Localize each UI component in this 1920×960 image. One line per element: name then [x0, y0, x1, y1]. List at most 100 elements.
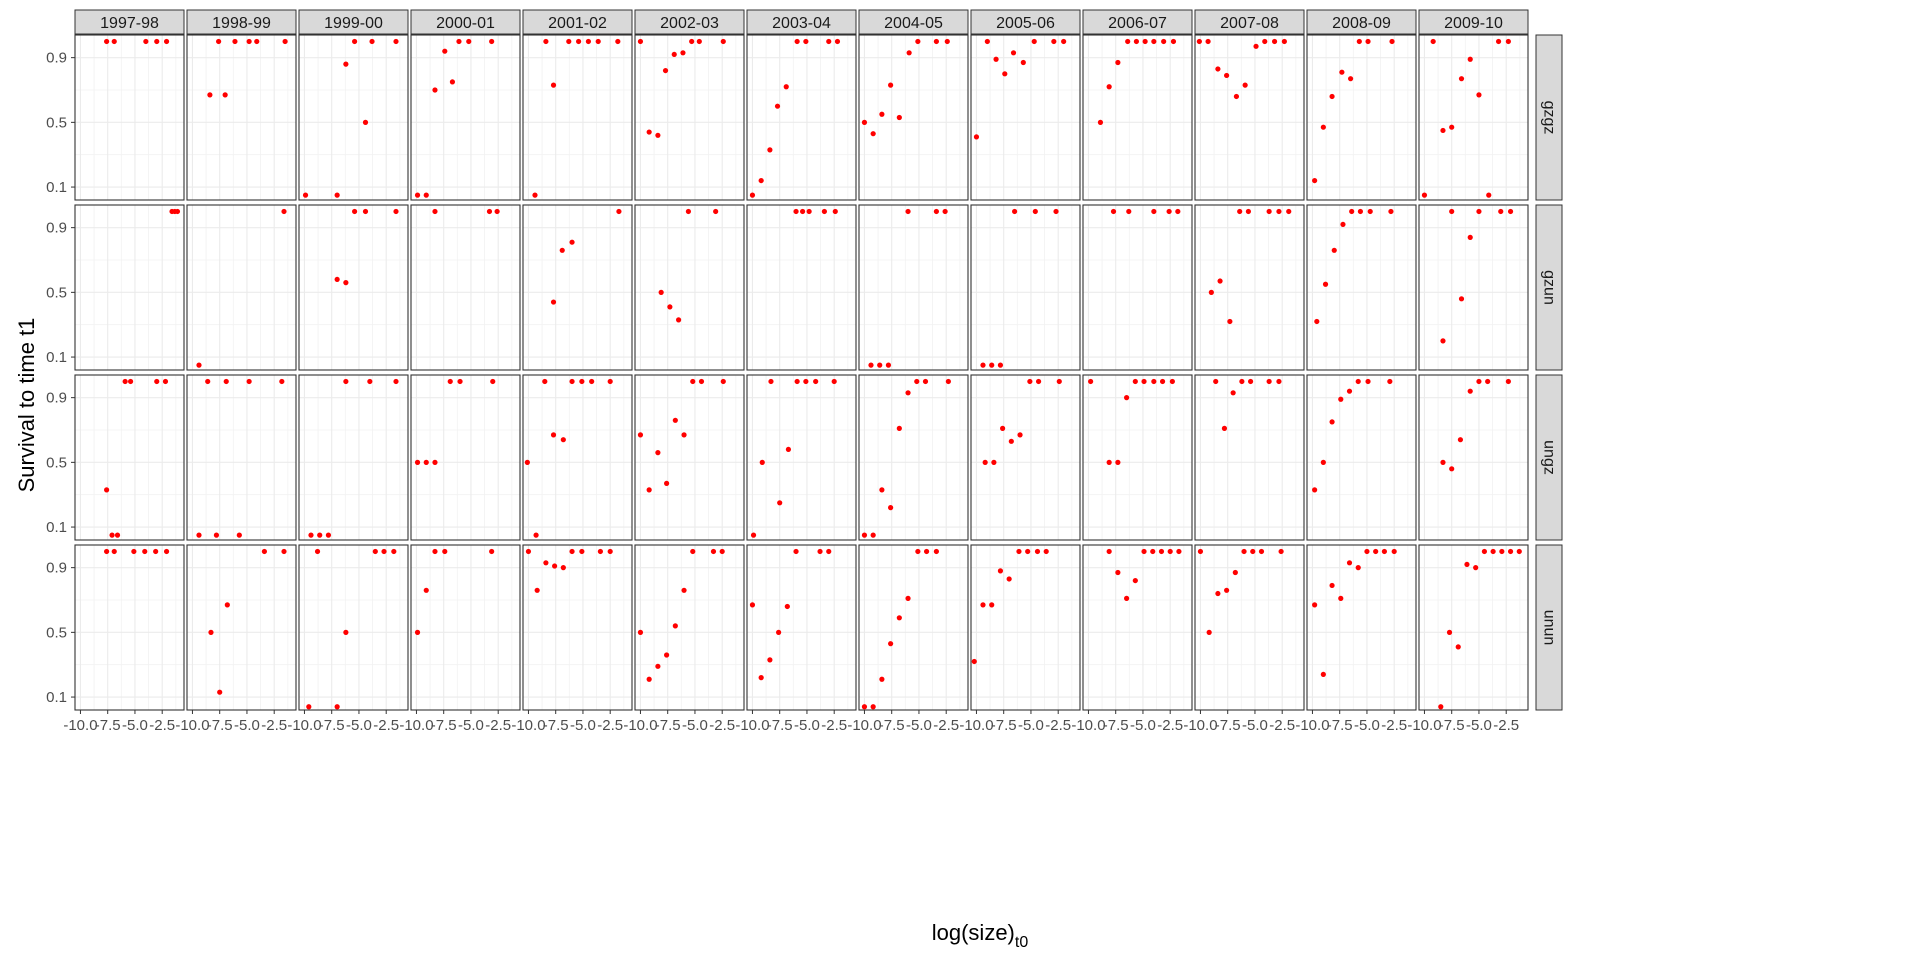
- data-point: [1391, 548, 1397, 555]
- data-point: [1213, 378, 1219, 385]
- facet-panel: [74, 374, 185, 541]
- data-point: [672, 623, 678, 629]
- data-point: [334, 192, 340, 198]
- facet-panel: [746, 34, 857, 201]
- data-point: [1355, 565, 1361, 571]
- panel-border: [1082, 204, 1193, 371]
- data-point: [655, 663, 661, 669]
- data-point: [1476, 92, 1482, 98]
- data-point: [1281, 38, 1287, 45]
- panel-border: [522, 544, 633, 711]
- data-point: [1467, 234, 1473, 240]
- data-point: [1053, 208, 1059, 215]
- data-point: [1106, 548, 1112, 555]
- data-point: [1312, 487, 1318, 493]
- data-point: [127, 378, 134, 385]
- facet-strip-bg: [410, 9, 521, 35]
- x-tick-label: -7.5: [95, 717, 121, 734]
- data-point: [442, 548, 448, 555]
- data-point: [720, 378, 726, 385]
- facet-strip-column: 2006-07: [1082, 9, 1193, 35]
- panel-border: [1194, 34, 1305, 201]
- facet-panel: [1418, 34, 1529, 201]
- data-point: [933, 208, 939, 215]
- facet-panel: [1418, 374, 1529, 541]
- facet-strip-bg: [1418, 9, 1529, 35]
- data-point: [1233, 93, 1240, 100]
- x-tick-label: -10.0: [511, 717, 545, 734]
- data-point: [104, 548, 110, 555]
- data-point: [223, 378, 229, 385]
- data-point: [154, 38, 160, 45]
- facet-strip-label: 2001-02: [548, 15, 607, 32]
- data-point: [308, 532, 314, 538]
- data-point: [1495, 38, 1502, 45]
- panel-background: [1419, 205, 1528, 370]
- x-axis: -10.0-7.5 -5.0 -2.5 -10.0-7.5 -5.0 -2.5 -10.0-…: [63, 710, 1519, 734]
- panel-border: [970, 544, 1081, 711]
- facet-strip-label: 1999-00: [324, 15, 383, 32]
- data-point: [317, 532, 323, 538]
- data-point: [794, 378, 800, 385]
- x-tick-label: -7.5: [1439, 717, 1465, 734]
- data-point: [279, 378, 285, 385]
- panel-border: [1418, 544, 1529, 711]
- data-point: [1141, 548, 1147, 555]
- data-point: [213, 532, 220, 538]
- x-tick-label: -7.5: [767, 717, 793, 734]
- panel-border: [410, 34, 521, 201]
- data-point: [1097, 119, 1104, 125]
- data-point: [222, 92, 228, 98]
- facet-strip-column: 2004-05: [858, 9, 969, 35]
- facet-strip-column: 2009-10: [1418, 9, 1529, 35]
- panel-background: [411, 545, 520, 710]
- data-point: [1365, 38, 1371, 45]
- data-point: [1349, 208, 1355, 215]
- data-point: [1227, 318, 1233, 325]
- data-point: [888, 82, 894, 88]
- data-point: [861, 119, 868, 125]
- data-point: [552, 563, 558, 569]
- data-point: [826, 548, 832, 555]
- panel-background: [411, 205, 520, 370]
- data-point: [896, 425, 902, 431]
- data-point: [246, 38, 252, 45]
- data-point: [362, 119, 369, 125]
- data-point: [646, 676, 652, 682]
- panel-border: [746, 204, 857, 371]
- panel-border: [1418, 204, 1529, 371]
- facet-strip-row: gzun: [1535, 204, 1563, 371]
- data-point: [1008, 438, 1014, 444]
- panel-background: [971, 545, 1080, 710]
- panel-background: [299, 375, 408, 540]
- x-tick-label: -10.0: [1183, 717, 1217, 734]
- data-point: [885, 362, 892, 368]
- x-tick-label: -5.0: [794, 717, 820, 734]
- x-tick-label: -7.5: [879, 717, 905, 734]
- panel-border: [74, 374, 185, 541]
- data-point: [391, 548, 397, 555]
- data-point: [163, 38, 170, 45]
- facet-strip-label: 1998-99: [212, 15, 271, 32]
- panel-border: [522, 374, 633, 541]
- data-point: [803, 38, 809, 45]
- panel-border: [74, 544, 185, 711]
- data-point: [423, 459, 429, 465]
- data-point: [543, 560, 549, 566]
- facet-panel: [186, 544, 297, 711]
- data-point: [432, 87, 438, 93]
- data-point: [793, 548, 799, 555]
- facet-panel: [410, 544, 521, 711]
- x-tick-label: -7.5: [655, 717, 681, 734]
- data-point: [933, 38, 939, 45]
- x-tick-label: -2.5: [373, 717, 399, 734]
- data-point: [486, 208, 493, 215]
- data-point: [1481, 548, 1487, 555]
- data-point: [758, 675, 764, 681]
- data-point: [1258, 548, 1265, 555]
- data-point: [393, 378, 399, 385]
- data-point: [205, 378, 211, 385]
- data-point: [524, 459, 530, 465]
- data-point: [689, 38, 695, 45]
- x-tick-label: -7.5: [1215, 717, 1241, 734]
